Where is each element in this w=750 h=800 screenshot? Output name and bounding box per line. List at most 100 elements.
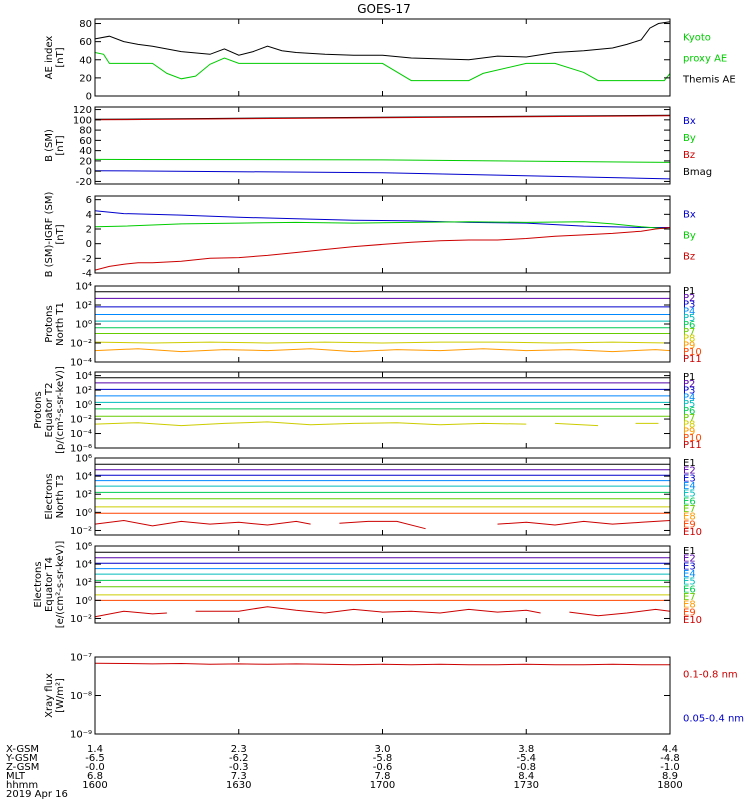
panel-frame	[94, 18, 671, 97]
legend-entry: P7	[683, 327, 695, 338]
y-tick-label: 20	[79, 156, 92, 167]
axis-row-value: -6.5	[85, 753, 105, 764]
y-axis-label: North T1	[55, 302, 66, 346]
series-kyoto-proxy-ae	[94, 52, 671, 82]
y-tick-label: 10⁰	[75, 508, 92, 519]
y-tick-label: 10⁻⁴	[70, 429, 92, 440]
series-e10	[339, 520, 426, 530]
y-tick-label: 10⁴	[75, 282, 92, 293]
axis-row-value: 1.4	[87, 744, 103, 755]
y-tick-label: 80	[79, 19, 92, 30]
y-tick-label: 6	[86, 195, 92, 206]
y-axis-label: Xray flux	[44, 673, 55, 718]
legend-entry: E8	[683, 512, 696, 523]
y-tick-label: 10⁻²	[70, 526, 92, 537]
y-tick-label: 0	[86, 92, 92, 103]
legend-entry: P5	[683, 313, 695, 324]
axis-row-value: -1.0	[660, 762, 680, 773]
y-tick-label: 10⁶	[75, 454, 92, 465]
y-axis-label: AE index	[44, 36, 55, 80]
y-tick-label: 0	[86, 167, 92, 178]
axis-row-value: 1700	[370, 780, 395, 791]
panel-4: 10⁻⁴ 10⁻² 10⁰ 10² 10⁴ Protons North T1 P1P2P3P4…	[44, 282, 702, 369]
axis-row-value: 1600	[82, 780, 107, 791]
legend-entry: 0.1-0.8 nm	[683, 670, 738, 681]
y-tick-label: 10⁴	[75, 560, 92, 571]
y-axis-label: Electrons	[44, 473, 55, 519]
legend-entry: Bmag	[683, 167, 712, 178]
y-tick-label: 40	[79, 55, 92, 66]
legend-entry: E7	[683, 504, 696, 515]
legend-entry: P6	[683, 406, 695, 417]
y-axis-label: [W/m²]	[55, 678, 66, 713]
axis-row-value: -0.3	[229, 762, 249, 773]
y-tick-label: 10⁶	[75, 542, 92, 553]
y-tick-label: 10⁴	[75, 472, 92, 483]
y-tick-label: 120	[73, 105, 92, 116]
series-p8	[94, 341, 671, 344]
axis-row-value: -5.8	[373, 753, 393, 764]
y-tick-label: 10⁻⁹	[70, 730, 92, 741]
legend-entry: Themis AE	[682, 75, 736, 86]
legend-entry: P3	[683, 386, 695, 397]
series-e10	[569, 608, 671, 617]
y-tick-label: 4	[86, 210, 92, 221]
axis-row-label: Y-GSM	[5, 753, 38, 764]
y-tick-label: 60	[79, 136, 92, 147]
series-themis-ae	[94, 21, 671, 61]
legend-entry: Kyoto	[683, 33, 711, 44]
legend-entry: E8	[683, 600, 696, 611]
legend-entry: E1	[683, 458, 696, 469]
panel-8: 10⁻⁹ 10⁻⁸ 10⁻⁷ Xray flux [W/m²] 0.1-0.8 nm 0.0…	[44, 653, 744, 741]
legend-entry: By	[683, 133, 696, 144]
y-axis-label: North T3	[55, 475, 66, 519]
legend-entry: Bx	[683, 116, 696, 127]
series-e10	[497, 520, 671, 526]
legend-entry: E10	[683, 527, 702, 538]
legend-entry: P9	[683, 426, 695, 437]
legend-entry: P3	[683, 300, 695, 311]
legend-entry: E7	[683, 592, 696, 603]
legend-entry: P11	[683, 354, 702, 365]
panel-5: 10⁻⁶ 10⁻⁴ 10⁻² 10⁰ 10² 10⁴ Protons Equator T2 [p…	[33, 366, 702, 454]
axis-row-value: 2.3	[231, 744, 247, 755]
legend-entry: Bx	[683, 210, 696, 221]
series-e10	[195, 606, 541, 614]
y-tick-label: 10⁰	[75, 320, 92, 331]
legend-entry: P5	[683, 399, 695, 410]
legend-entry: E9	[683, 607, 696, 618]
legend-entry: Bz	[683, 252, 695, 263]
legend-entry: P6	[683, 320, 695, 331]
y-tick-label: 10²	[75, 578, 92, 589]
axis-row-label: hhmm	[6, 780, 38, 791]
panel-7: 10⁻² 10⁰ 10² 10⁴ 10⁶ Electrons Equator T4 [e/(c…	[33, 541, 702, 629]
series-bz	[94, 227, 671, 271]
legend-entry: E1	[683, 546, 696, 557]
legend-entry: P8	[683, 420, 695, 431]
legend-entry: E2	[683, 554, 696, 565]
y-tick-label: 10⁻²	[70, 415, 92, 426]
legend-entry: E3	[683, 473, 696, 484]
series-bx	[94, 210, 670, 228]
legend-entry: proxy AE	[683, 54, 727, 65]
series-p8	[94, 421, 527, 427]
y-tick-label: 10⁰	[75, 400, 92, 411]
y-axis-label: B (SM)	[44, 129, 55, 162]
y-tick-label: 10⁻⁷	[70, 653, 92, 664]
legend-entry: E4	[683, 481, 696, 492]
y-axis-label: Equator T2	[44, 383, 55, 438]
axis-row-value: 1730	[514, 780, 539, 791]
y-axis-label: [nT]	[55, 135, 66, 155]
y-tick-label: 10⁴	[75, 371, 92, 382]
y-tick-label: -4	[82, 269, 92, 280]
legend-entry: P4	[683, 306, 695, 317]
series-by	[94, 221, 671, 230]
series-0-1-0-8-nm	[94, 662, 670, 666]
legend-entry: P2	[683, 379, 695, 390]
axis-row-label: MLT	[6, 771, 26, 782]
time-axis-table: X-GSM 1.4 2.3 3.0 3.8 4.4 Y-GSM -6.5 -6.2 -5.8 -5.…	[5, 744, 683, 800]
legend-entry: P7	[683, 413, 695, 424]
axis-row-value: -0.6	[373, 762, 393, 773]
axis-row-value: -6.2	[229, 753, 249, 764]
